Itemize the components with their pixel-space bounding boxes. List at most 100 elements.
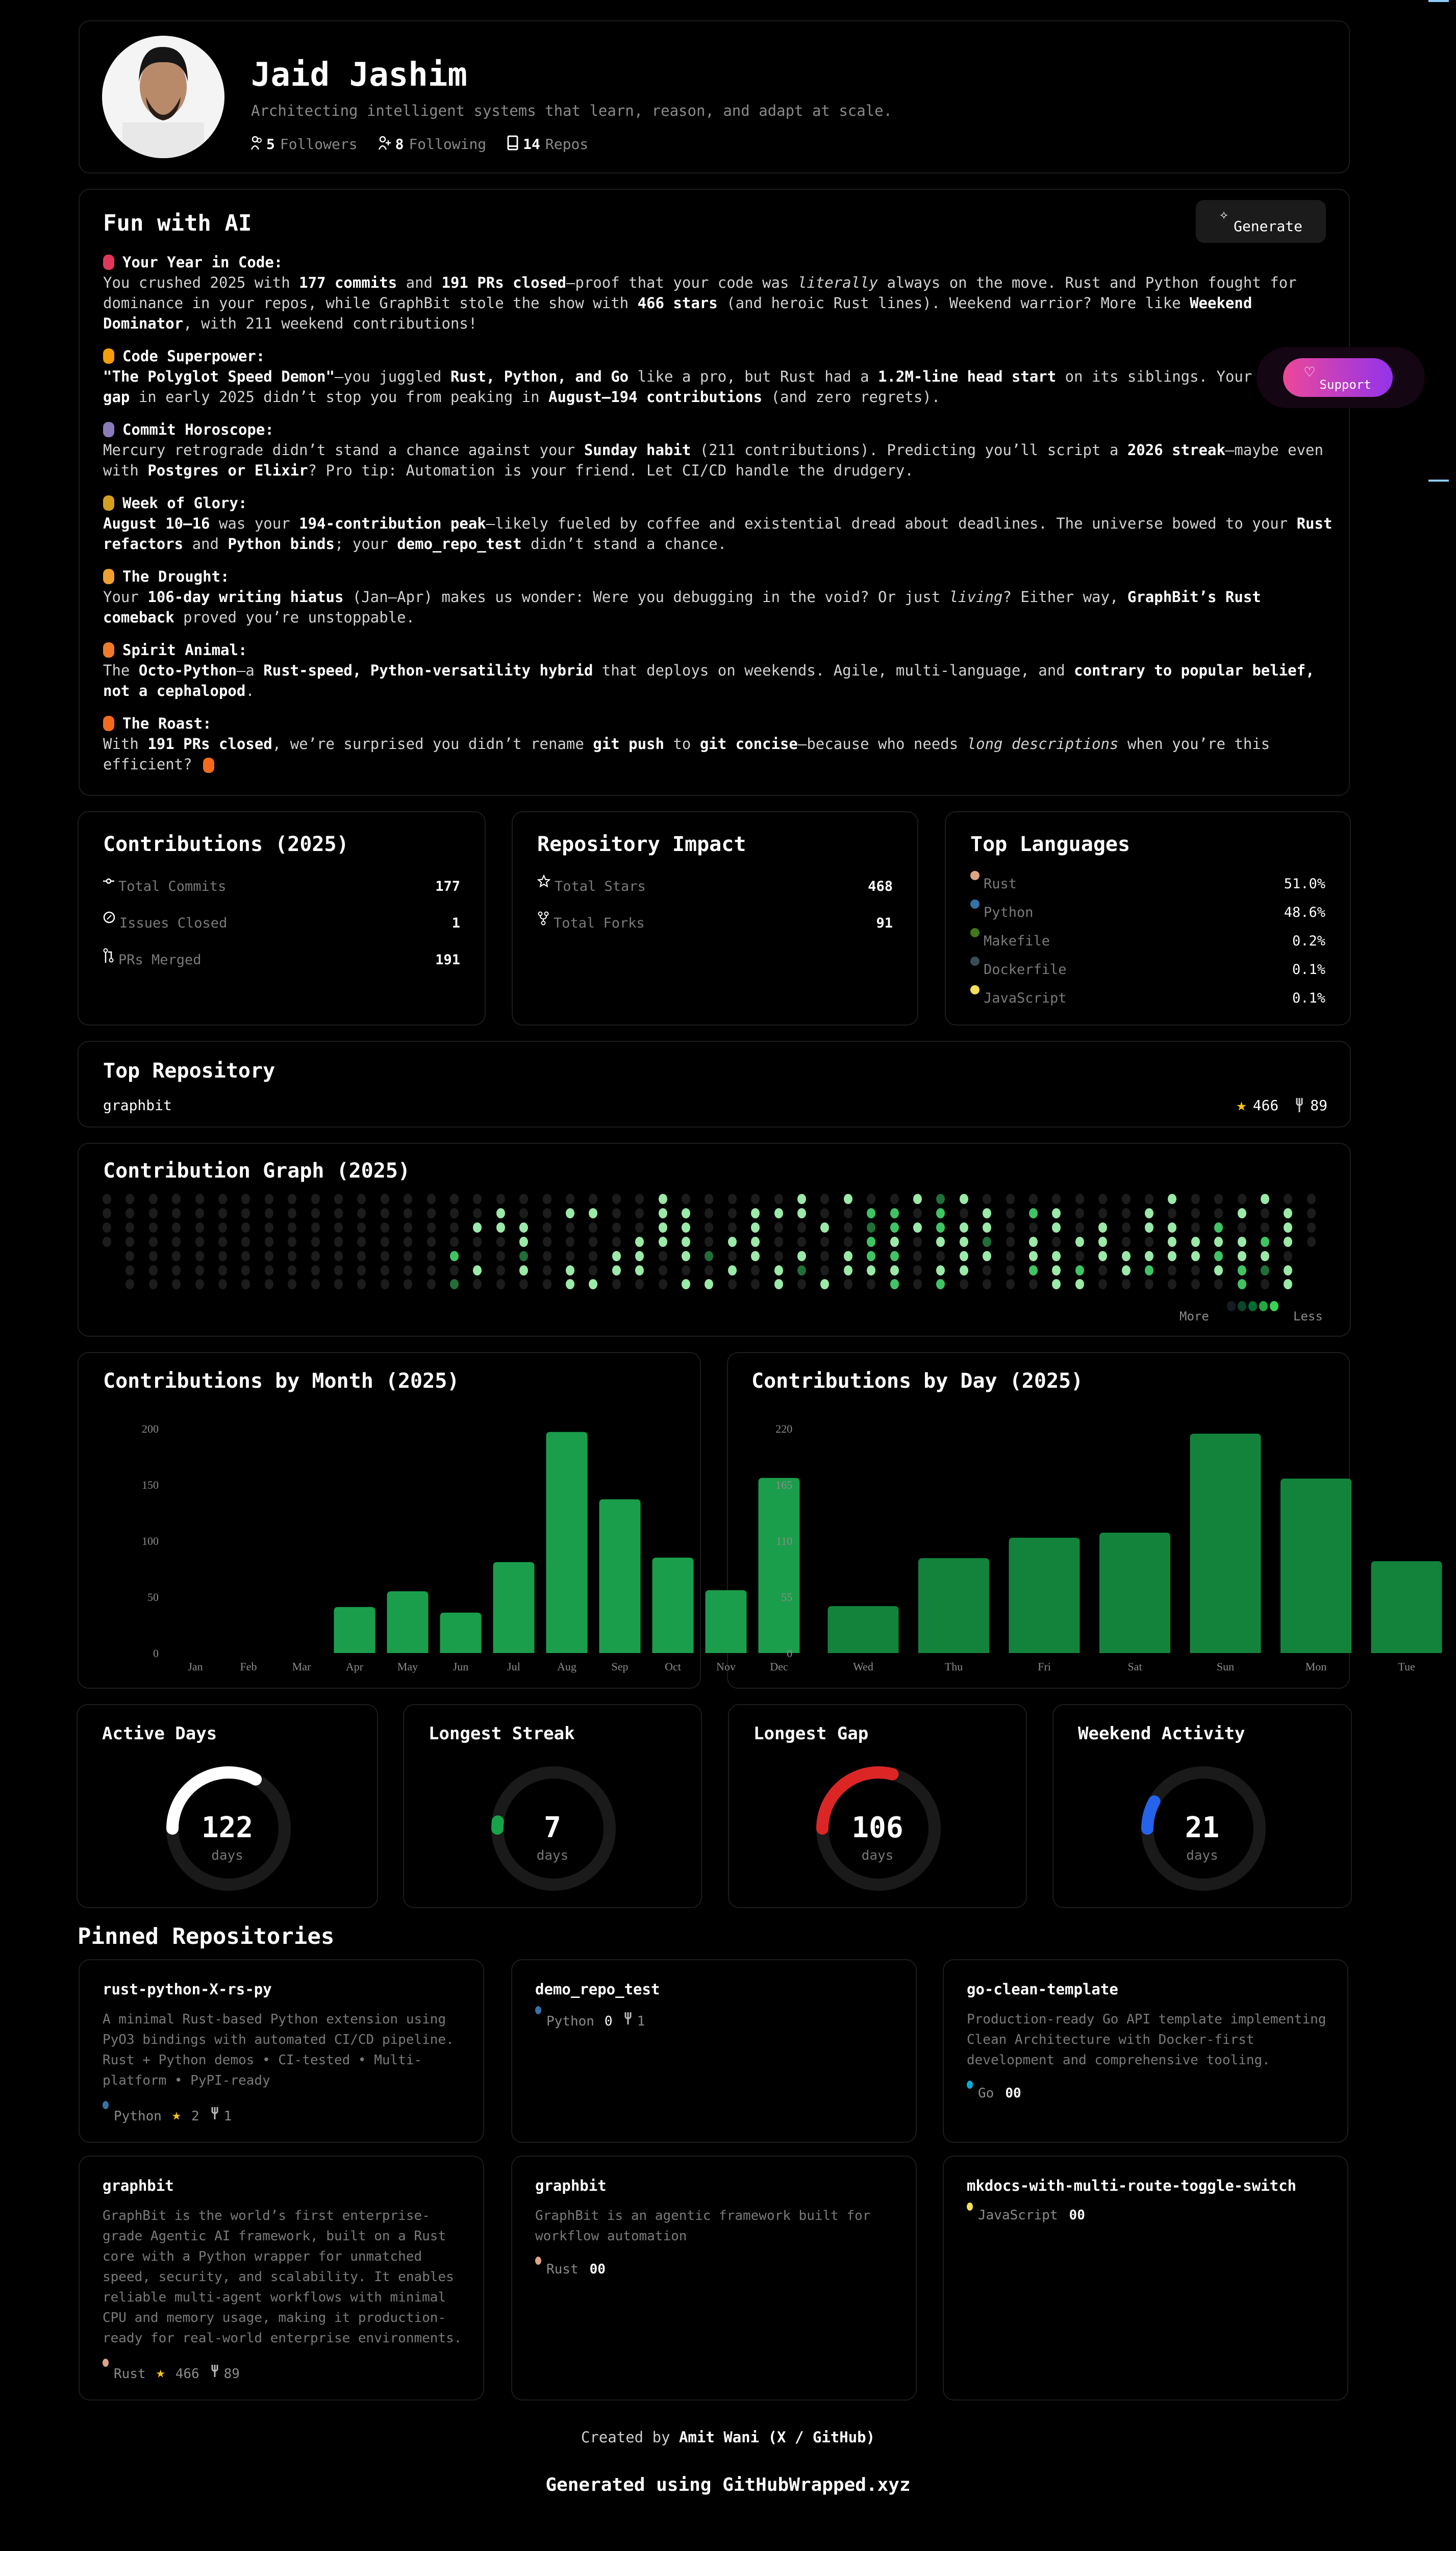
pinned-repo-card[interactable]: graphbit GraphBit is the world’s first en… (79, 2156, 484, 2400)
bar-nov[interactable] (705, 1590, 747, 1653)
contribution-cell[interactable] (959, 1265, 968, 1276)
contribution-cell[interactable] (426, 1265, 436, 1276)
contribution-cell[interactable] (1075, 1265, 1084, 1276)
bar-sat[interactable] (1099, 1533, 1170, 1653)
contribution-cell[interactable] (890, 1265, 899, 1276)
contribution-cell[interactable] (751, 1236, 760, 1247)
contribution-cell[interactable] (1168, 1265, 1177, 1276)
contribution-cell[interactable] (797, 1236, 806, 1247)
contribution-cell[interactable] (843, 1251, 852, 1261)
contribution-cell[interactable] (473, 1265, 482, 1276)
contribution-cell[interactable] (797, 1222, 806, 1233)
contribution-cell[interactable] (125, 1265, 135, 1276)
contribution-cell[interactable] (288, 1194, 297, 1204)
contribution-cell[interactable] (936, 1251, 945, 1261)
contribution-cell[interactable] (1121, 1222, 1131, 1233)
contribution-cell[interactable] (148, 1265, 158, 1276)
contribution-cell[interactable] (1307, 1236, 1316, 1247)
contribution-cell[interactable] (1075, 1194, 1084, 1204)
repo-name[interactable]: graphbit (535, 2177, 607, 2194)
repo-name[interactable]: rust-python-X-rs-py (103, 1981, 272, 1998)
contribution-cell[interactable] (843, 1222, 852, 1233)
repo-name[interactable]: mkdocs-with-multi-route-toggle-switch (967, 2177, 1297, 2194)
contribution-cell[interactable] (1145, 1265, 1153, 1276)
contribution-cell[interactable] (1029, 1251, 1038, 1261)
contribution-cell[interactable] (218, 1251, 227, 1261)
contribution-cell[interactable] (797, 1251, 806, 1261)
contribution-cell[interactable] (496, 1222, 505, 1233)
contribution-cell[interactable] (983, 1265, 992, 1276)
contribution-cell[interactable] (519, 1265, 529, 1276)
pinned-repo-card[interactable]: demo_repo_test Python 0 1 (511, 1959, 917, 2143)
contribution-cell[interactable] (1237, 1194, 1246, 1204)
contribution-cell[interactable] (983, 1222, 992, 1233)
contribution-cell[interactable] (311, 1222, 320, 1233)
contribution-cell[interactable] (820, 1222, 830, 1233)
generated-by-link[interactable]: Generated using GitHubWrapped.xyz (545, 2474, 911, 2495)
contribution-cell[interactable] (473, 1208, 482, 1218)
contribution-cell[interactable] (658, 1208, 667, 1218)
contribution-cell[interactable] (264, 1251, 273, 1261)
contribution-cell[interactable] (334, 1265, 343, 1276)
contribution-cell[interactable] (473, 1236, 482, 1247)
contribution-cell[interactable] (1261, 1208, 1269, 1218)
contribution-cell[interactable] (195, 1222, 204, 1233)
contribution-cell[interactable] (843, 1279, 852, 1290)
contribution-cell[interactable] (820, 1279, 830, 1290)
contribution-cell[interactable] (311, 1251, 320, 1261)
followers-link[interactable]: 5 Followers (251, 135, 358, 153)
contribution-cell[interactable] (1006, 1279, 1015, 1290)
contribution-cell[interactable] (635, 1236, 644, 1247)
contribution-cell[interactable] (867, 1279, 876, 1290)
contribution-cell[interactable] (496, 1236, 505, 1247)
contribution-cell[interactable] (751, 1279, 760, 1290)
contribution-cell[interactable] (334, 1194, 343, 1204)
bar-fri[interactable] (1009, 1538, 1080, 1653)
contribution-cell[interactable] (589, 1222, 598, 1233)
contribution-cell[interactable] (682, 1222, 690, 1233)
contribution-cell[interactable] (172, 1265, 181, 1276)
bar-mon[interactable] (1281, 1479, 1351, 1653)
contribution-cell[interactable] (125, 1251, 135, 1261)
contribution-cell[interactable] (820, 1236, 830, 1247)
contribution-cell[interactable] (288, 1208, 297, 1218)
contribution-cell[interactable] (589, 1236, 598, 1247)
contribution-cell[interactable] (727, 1194, 737, 1204)
contribution-cell[interactable] (1261, 1265, 1269, 1276)
contribution-cell[interactable] (566, 1208, 574, 1218)
contribution-cell[interactable] (1075, 1251, 1084, 1261)
contribution-cell[interactable] (727, 1279, 737, 1290)
contribution-cell[interactable] (959, 1222, 968, 1233)
contribution-cell[interactable] (172, 1194, 181, 1204)
contribution-cell[interactable] (473, 1251, 482, 1261)
contribution-cell[interactable] (519, 1222, 529, 1233)
contribution-cell[interactable] (727, 1265, 737, 1276)
contribution-cell[interactable] (172, 1251, 181, 1261)
contribution-cell[interactable] (635, 1222, 644, 1233)
contribution-cell[interactable] (658, 1194, 667, 1204)
contribution-cell[interactable] (404, 1236, 413, 1247)
contribution-cell[interactable] (936, 1265, 945, 1276)
contribution-cell[interactable] (936, 1208, 945, 1218)
contribution-cell[interactable] (311, 1279, 320, 1290)
contribution-cell[interactable] (913, 1194, 922, 1204)
contribution-cell[interactable] (125, 1236, 135, 1247)
contribution-cell[interactable] (426, 1251, 436, 1261)
contribution-cell[interactable] (288, 1236, 297, 1247)
contribution-cell[interactable] (797, 1208, 806, 1218)
contribution-cell[interactable] (983, 1236, 992, 1247)
contribution-cell[interactable] (635, 1279, 644, 1290)
contribution-cell[interactable] (334, 1251, 343, 1261)
contribution-cell[interactable] (450, 1194, 459, 1204)
contribution-cell[interactable] (1121, 1279, 1131, 1290)
contribution-cell[interactable] (936, 1279, 945, 1290)
contribution-cell[interactable] (1307, 1194, 1316, 1204)
contribution-cell[interactable] (519, 1208, 529, 1218)
contribution-cell[interactable] (1075, 1208, 1084, 1218)
contribution-cell[interactable] (1098, 1208, 1108, 1218)
contribution-cell[interactable] (1237, 1251, 1246, 1261)
contribution-cell[interactable] (334, 1222, 343, 1233)
contribution-cell[interactable] (1237, 1279, 1246, 1290)
contribution-cell[interactable] (1261, 1194, 1269, 1204)
contribution-cell[interactable] (1284, 1208, 1293, 1218)
